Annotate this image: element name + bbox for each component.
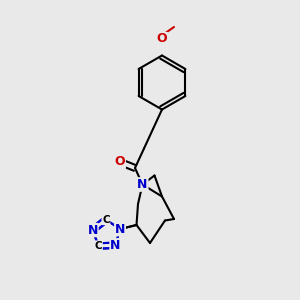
Text: O: O (115, 155, 125, 169)
Text: N: N (88, 224, 98, 236)
Circle shape (102, 216, 110, 223)
Text: C: C (94, 241, 102, 251)
Text: N: N (137, 178, 148, 191)
Text: N: N (115, 223, 125, 236)
Text: O: O (157, 32, 167, 46)
Circle shape (95, 242, 102, 250)
Text: N: N (137, 178, 148, 191)
Text: N: N (88, 224, 98, 236)
Text: N: N (115, 223, 125, 236)
Text: N: N (110, 239, 121, 252)
Text: C: C (102, 214, 110, 225)
Text: N: N (110, 239, 121, 252)
